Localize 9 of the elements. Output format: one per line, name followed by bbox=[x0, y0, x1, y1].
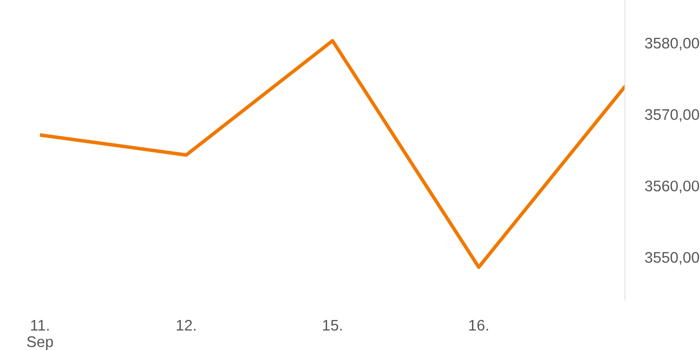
y-tick-label: 3560,00 bbox=[645, 180, 700, 194]
x-tick-label: 12. bbox=[176, 320, 196, 331]
y-tick-label: 3550,00 bbox=[645, 252, 700, 265]
y-tick-label: 3580,00 bbox=[645, 38, 700, 50]
y-tick-label: 3570,00 bbox=[645, 109, 700, 122]
x-tick-label: 15. bbox=[323, 320, 342, 331]
x-tick-label: 16. bbox=[469, 320, 488, 331]
line-series bbox=[40, 38, 625, 269]
x-tick-label: 11. Sep bbox=[27, 320, 53, 350]
